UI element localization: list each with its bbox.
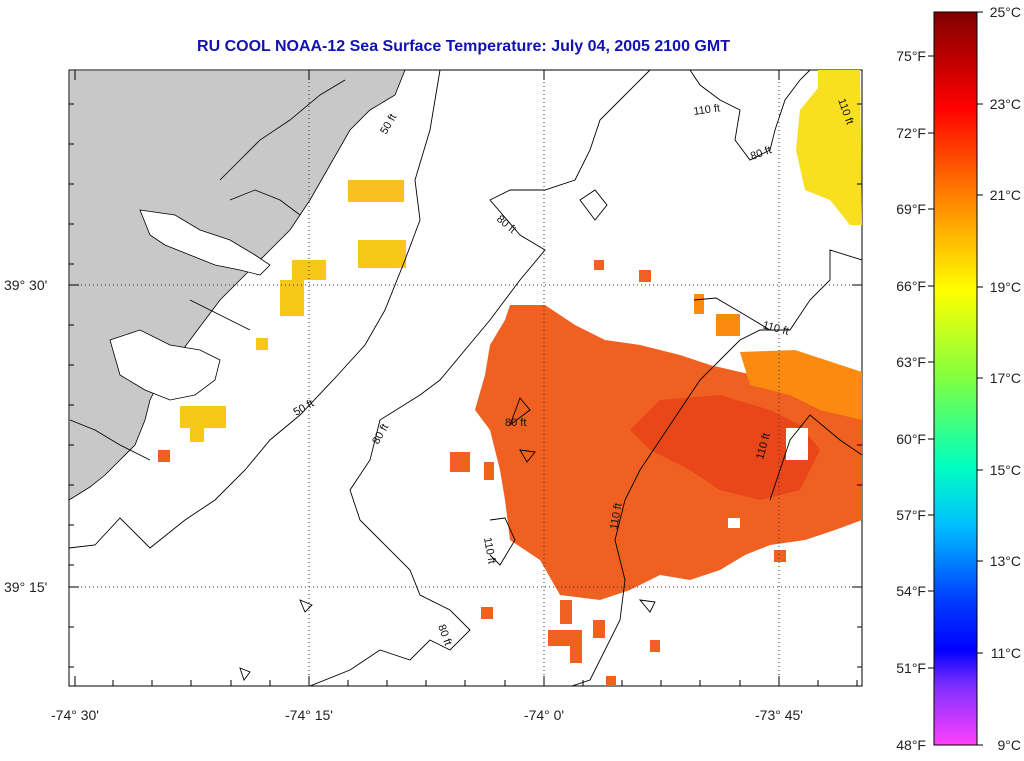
cb-f-63: 63°F	[896, 354, 926, 370]
cb-c-13: 13°C	[990, 553, 1021, 569]
cb-c-19: 19°C	[990, 279, 1021, 295]
cb-c-17: 17°C	[990, 370, 1021, 386]
isobath-label-110ft-north: 110 ft	[693, 102, 721, 118]
cb-f-66: 66°F	[896, 278, 926, 294]
cb-f-69: 69°F	[896, 201, 926, 217]
cb-f-51: 51°F	[896, 660, 926, 676]
cb-c-21: 21°C	[990, 187, 1021, 203]
cb-c-25: 25°C	[990, 4, 1021, 20]
lon-label-1: -74° 30'	[51, 707, 99, 723]
lon-label-2: -74° 15'	[285, 707, 333, 723]
sst-cool-region	[180, 180, 406, 442]
lon-label-3: -74° 0'	[524, 707, 564, 723]
cb-f-72: 72°F	[896, 125, 926, 141]
cb-f-54: 54°F	[896, 583, 926, 599]
cb-f-75: 75°F	[896, 48, 926, 64]
isobath-label-110ft-sw: 110 ft	[481, 536, 497, 564]
lat-label-2: 39° 15'	[4, 579, 47, 595]
cb-c-9: 9°C	[998, 737, 1022, 753]
colorbar	[933, 11, 978, 746]
cb-f-60: 60°F	[896, 431, 926, 447]
map-title: RU COOL NOAA-12 Sea Surface Temperature:…	[197, 38, 730, 55]
isobaths	[69, 70, 862, 686]
graticule	[69, 70, 862, 686]
isobath-label-80ft-east: 80 ft	[505, 417, 526, 429]
isobath-label-110ft-mid: 110 ft	[608, 502, 624, 530]
axis-ticks	[69, 70, 862, 686]
lat-label-1: 39° 30'	[4, 277, 47, 293]
cb-c-23: 23°C	[990, 96, 1021, 112]
cb-f-57: 57°F	[896, 507, 926, 523]
cb-c-15: 15°C	[990, 462, 1021, 478]
cb-f-48: 48°F	[896, 737, 926, 753]
cb-c-11: 11°C	[991, 645, 1021, 661]
lon-label-4: -73° 45'	[755, 707, 803, 723]
